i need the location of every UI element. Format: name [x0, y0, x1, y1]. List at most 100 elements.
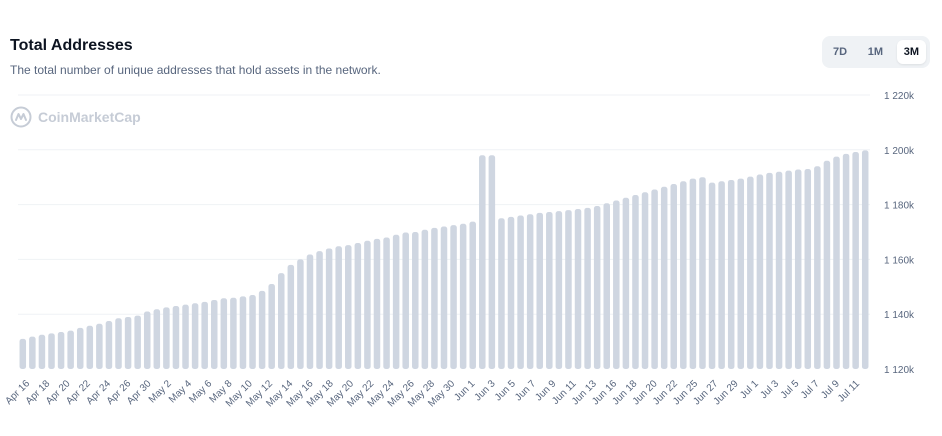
range-3m-button[interactable]: 3M [896, 40, 926, 64]
bar[interactable] [19, 338, 27, 369]
bar[interactable] [651, 189, 658, 369]
bar[interactable] [459, 223, 467, 369]
bar[interactable] [584, 207, 591, 369]
bar[interactable] [546, 211, 553, 369]
bar[interactable] [124, 316, 132, 369]
bar[interactable] [412, 232, 419, 369]
bar[interactable] [431, 227, 438, 369]
bar[interactable] [737, 178, 745, 369]
bar[interactable] [699, 177, 706, 369]
bar[interactable] [345, 245, 352, 369]
bar[interactable] [603, 203, 610, 369]
bar[interactable] [201, 301, 208, 369]
watermark-label: CoinMarketCap [38, 109, 141, 125]
bar[interactable] [574, 208, 582, 369]
bar[interactable] [249, 295, 256, 369]
bar[interactable] [76, 327, 84, 369]
x-tick-label: Jun 1 [452, 378, 477, 403]
bar[interactable] [517, 215, 524, 369]
bar[interactable] [278, 273, 285, 369]
bar[interactable] [593, 205, 601, 369]
bar[interactable] [105, 321, 113, 369]
range-7d-button[interactable]: 7D [833, 46, 848, 58]
bar[interactable] [354, 242, 362, 369]
bar[interactable] [306, 254, 314, 369]
bar[interactable] [680, 181, 687, 369]
bar[interactable] [833, 156, 840, 369]
bar[interactable] [814, 166, 821, 369]
coinmarketcap-watermark: CoinMarketCap [10, 106, 141, 128]
bar[interactable] [239, 296, 247, 369]
y-tick-label: 1 160k [884, 255, 915, 266]
bar[interactable] [210, 299, 218, 369]
bar[interactable] [115, 318, 122, 369]
bar[interactable] [450, 225, 457, 369]
bar[interactable] [287, 264, 295, 369]
bar[interactable] [842, 153, 850, 369]
time-range-selector: 7D 1M 3M [822, 36, 930, 68]
bar[interactable] [402, 232, 409, 369]
bar[interactable] [526, 214, 534, 369]
bar[interactable] [268, 284, 275, 369]
bar[interactable] [479, 155, 486, 369]
bar[interactable] [622, 197, 630, 369]
bar[interactable] [86, 325, 94, 369]
bar[interactable] [182, 304, 189, 369]
bar[interactable] [794, 169, 802, 369]
bar[interactable] [163, 307, 170, 369]
bar[interactable] [134, 315, 141, 369]
bar[interactable] [727, 179, 735, 369]
bar[interactable] [220, 298, 228, 369]
bar[interactable] [613, 200, 620, 369]
bar[interactable] [708, 182, 716, 369]
x-tick-label: Jul 5 [779, 378, 802, 401]
bar[interactable] [756, 174, 764, 369]
bar[interactable] [536, 212, 543, 369]
bar[interactable] [153, 309, 161, 369]
bar[interactable] [172, 305, 180, 369]
bar[interactable] [29, 336, 36, 369]
bar[interactable] [383, 237, 390, 369]
bar[interactable] [823, 160, 831, 369]
bar[interactable] [718, 181, 725, 369]
bar[interactable] [488, 155, 496, 369]
bar[interactable] [852, 151, 859, 369]
bar[interactable] [67, 330, 74, 369]
bar[interactable] [48, 333, 55, 369]
bar[interactable] [230, 297, 237, 369]
bar[interactable] [670, 184, 678, 369]
bar[interactable] [38, 334, 46, 369]
bar[interactable] [316, 251, 323, 369]
bar[interactable] [766, 172, 773, 369]
bar[interactable] [469, 221, 476, 369]
bar[interactable] [191, 303, 199, 369]
bar[interactable] [57, 332, 65, 369]
bar[interactable] [660, 186, 668, 369]
range-1m-button[interactable]: 1M [867, 46, 884, 58]
bar[interactable] [297, 259, 304, 369]
bar[interactable] [364, 240, 371, 369]
bar[interactable] [440, 226, 448, 369]
y-tick-label: 1 200k [884, 146, 915, 157]
bar[interactable] [507, 216, 515, 369]
bar[interactable] [143, 311, 151, 369]
bar[interactable] [747, 176, 754, 369]
bar[interactable] [498, 218, 505, 369]
bar[interactable] [804, 168, 812, 369]
bar[interactable] [555, 211, 563, 369]
bar[interactable] [689, 178, 697, 369]
bar[interactable] [373, 238, 381, 369]
bar[interactable] [335, 246, 342, 369]
bar[interactable] [392, 234, 400, 369]
bar[interactable] [632, 195, 639, 369]
bar[interactable] [641, 192, 649, 369]
bar[interactable] [785, 170, 792, 369]
bar[interactable] [565, 210, 572, 369]
bar[interactable] [325, 248, 333, 369]
bar[interactable] [96, 323, 103, 369]
bar[interactable] [861, 150, 869, 369]
bar[interactable] [775, 171, 783, 369]
bar[interactable] [421, 229, 429, 369]
bar[interactable] [258, 290, 266, 369]
